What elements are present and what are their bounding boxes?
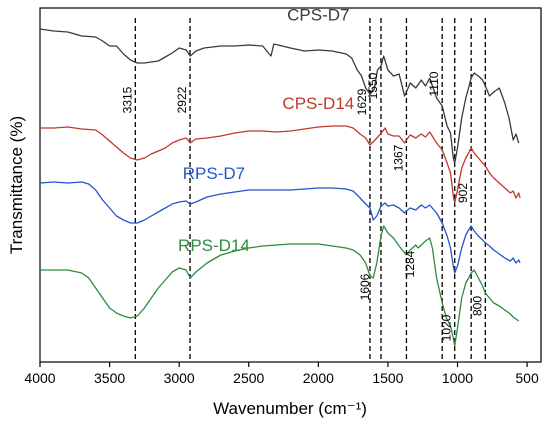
- peak-label-1606: 1606: [358, 273, 372, 300]
- series-line-cps-d7: [39, 28, 520, 164]
- peak-label-902: 902: [456, 183, 470, 203]
- x-tick-label-1000: 1000: [442, 370, 473, 386]
- peak-label-1629: 1629: [355, 88, 369, 115]
- x-tick-label-1500: 1500: [372, 370, 403, 386]
- peak-label-1367: 1367: [391, 144, 405, 171]
- reference-lines: [134, 18, 486, 362]
- peak-label-2922: 2922: [175, 86, 189, 113]
- x-axis: 4000 3500 3000 2500 2000 1500 1000 500: [24, 362, 539, 386]
- x-tick-label-4000: 4000: [24, 370, 55, 386]
- peak-label-1284: 1284: [403, 250, 417, 277]
- y-axis-label: Transmittance (%): [7, 116, 26, 254]
- plot-frame: [39, 7, 542, 363]
- x-tick-label-2000: 2000: [303, 370, 334, 386]
- x-tick-label-3500: 3500: [94, 370, 125, 386]
- series-line-rps-d14: [40, 225, 520, 347]
- series-layer: CPS-D7 CPS-D14 RPS-D7 RPS-D14: [39, 6, 521, 347]
- peak-label-1110: 1110: [427, 71, 441, 96]
- x-axis-label: Wavenumber (cm⁻¹): [213, 399, 367, 418]
- series-line-cps-d14: [40, 125, 521, 204]
- series-label-cps-d14: CPS-D14: [282, 94, 354, 113]
- x-tick-label-3000: 3000: [164, 370, 195, 386]
- series-label-rps-d7: RPS-D7: [183, 164, 245, 183]
- x-tick-label-2500: 2500: [233, 370, 264, 386]
- series-label-cps-d7: CPS-D7: [287, 6, 349, 25]
- peak-label-1020: 1020: [440, 314, 454, 341]
- series-line-rps-d7: [39, 181, 521, 274]
- x-tick-label-500: 500: [515, 370, 539, 386]
- series-label-rps-d14: RPS-D14: [178, 236, 250, 255]
- peak-label-1550: 1550: [366, 72, 380, 99]
- peak-label-800: 800: [470, 296, 484, 316]
- peak-label-3315: 3315: [120, 86, 134, 113]
